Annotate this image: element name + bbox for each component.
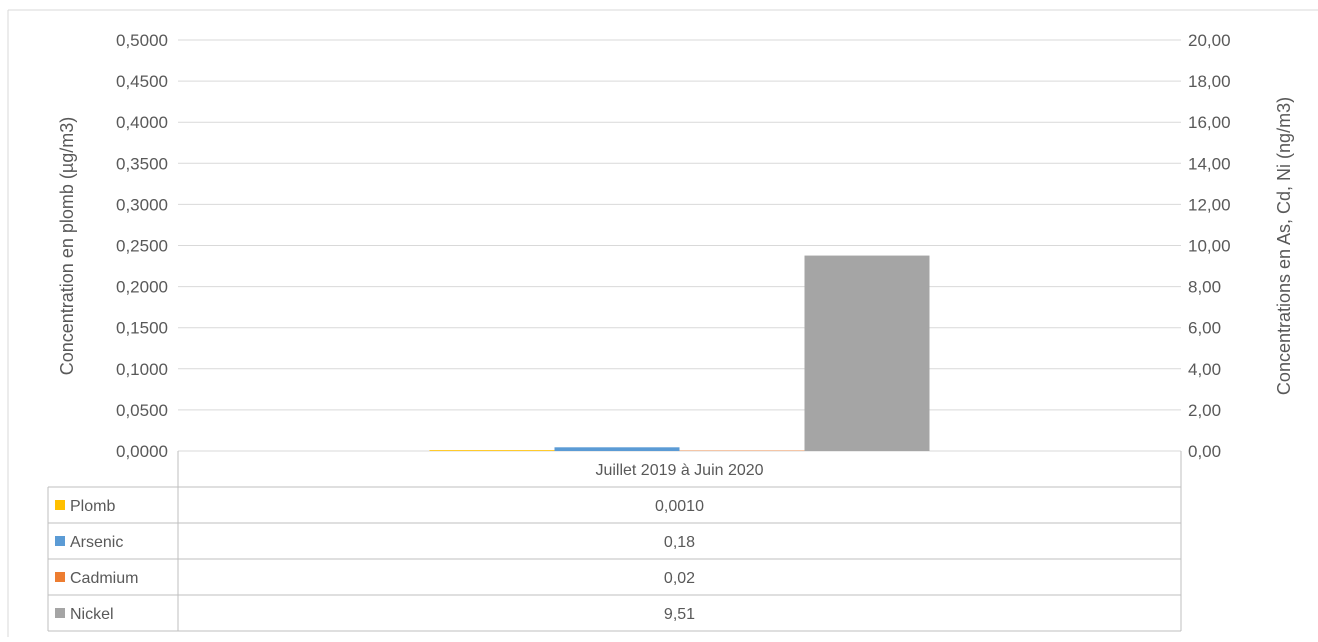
right-tick-label: 16,00 <box>1188 113 1231 132</box>
left-tick-label: 0,1500 <box>116 319 168 338</box>
data-value-nickel: 9,51 <box>664 606 695 623</box>
data-table: Juillet 2019 à Juin 2020 Plomb 0,0010 Arsen… <box>48 451 1181 631</box>
legend-swatch-nickel <box>55 608 65 618</box>
left-tick-label: 0,5000 <box>116 31 168 50</box>
right-tick-label: 2,00 <box>1188 401 1221 420</box>
left-tick-label: 0,0000 <box>116 442 168 461</box>
left-axis-title: Concentration en plomb (µg/m3) <box>57 117 77 376</box>
left-tick-label: 0,2000 <box>116 278 168 297</box>
legend-swatch-cadmium <box>55 572 65 582</box>
bar-plomb <box>430 450 555 451</box>
data-value-arsenic: 0,18 <box>664 534 695 551</box>
left-tick-label: 0,1000 <box>116 360 168 379</box>
series-name-arsenic: Arsenic <box>70 534 123 551</box>
bar-nickel <box>805 256 930 451</box>
right-tick-label: 0,00 <box>1188 442 1221 461</box>
gridlines <box>178 40 1181 451</box>
right-axis-title: Concentrations en As, Cd, Ni (ng/m3) <box>1274 97 1294 395</box>
left-axis-ticks: 0,0000 0,0500 0,1000 0,1500 0,2000 0,2500 0,30… <box>116 31 168 461</box>
right-tick-label: 20,00 <box>1188 31 1231 50</box>
series-name-cadmium: Cadmium <box>70 570 138 587</box>
category-label: Juillet 2019 à Juin 2020 <box>595 462 763 479</box>
right-tick-label: 6,00 <box>1188 319 1221 338</box>
left-tick-label: 0,2500 <box>116 237 168 256</box>
left-tick-label: 0,4500 <box>116 72 168 91</box>
left-tick-label: 0,3000 <box>116 195 168 214</box>
bar-arsenic <box>555 447 680 451</box>
legend-swatch-plomb <box>55 500 65 510</box>
left-tick-label: 0,4000 <box>116 113 168 132</box>
bars <box>430 256 930 451</box>
series-name-plomb: Plomb <box>70 498 115 515</box>
right-tick-label: 18,00 <box>1188 72 1231 91</box>
data-value-cadmium: 0,02 <box>664 570 695 587</box>
right-tick-label: 8,00 <box>1188 278 1221 297</box>
right-tick-label: 12,00 <box>1188 195 1231 214</box>
right-tick-label: 4,00 <box>1188 360 1221 379</box>
data-value-plomb: 0,0010 <box>655 498 704 515</box>
series-name-nickel: Nickel <box>70 606 114 623</box>
left-tick-label: 0,0500 <box>116 401 168 420</box>
right-tick-label: 14,00 <box>1188 154 1231 173</box>
left-tick-label: 0,3500 <box>116 154 168 173</box>
right-axis-ticks: 0,00 2,00 4,00 6,00 8,00 10,00 12,00 14,00 16,00… <box>1188 31 1231 461</box>
right-tick-label: 10,00 <box>1188 237 1231 256</box>
legend-swatch-arsenic <box>55 536 65 546</box>
